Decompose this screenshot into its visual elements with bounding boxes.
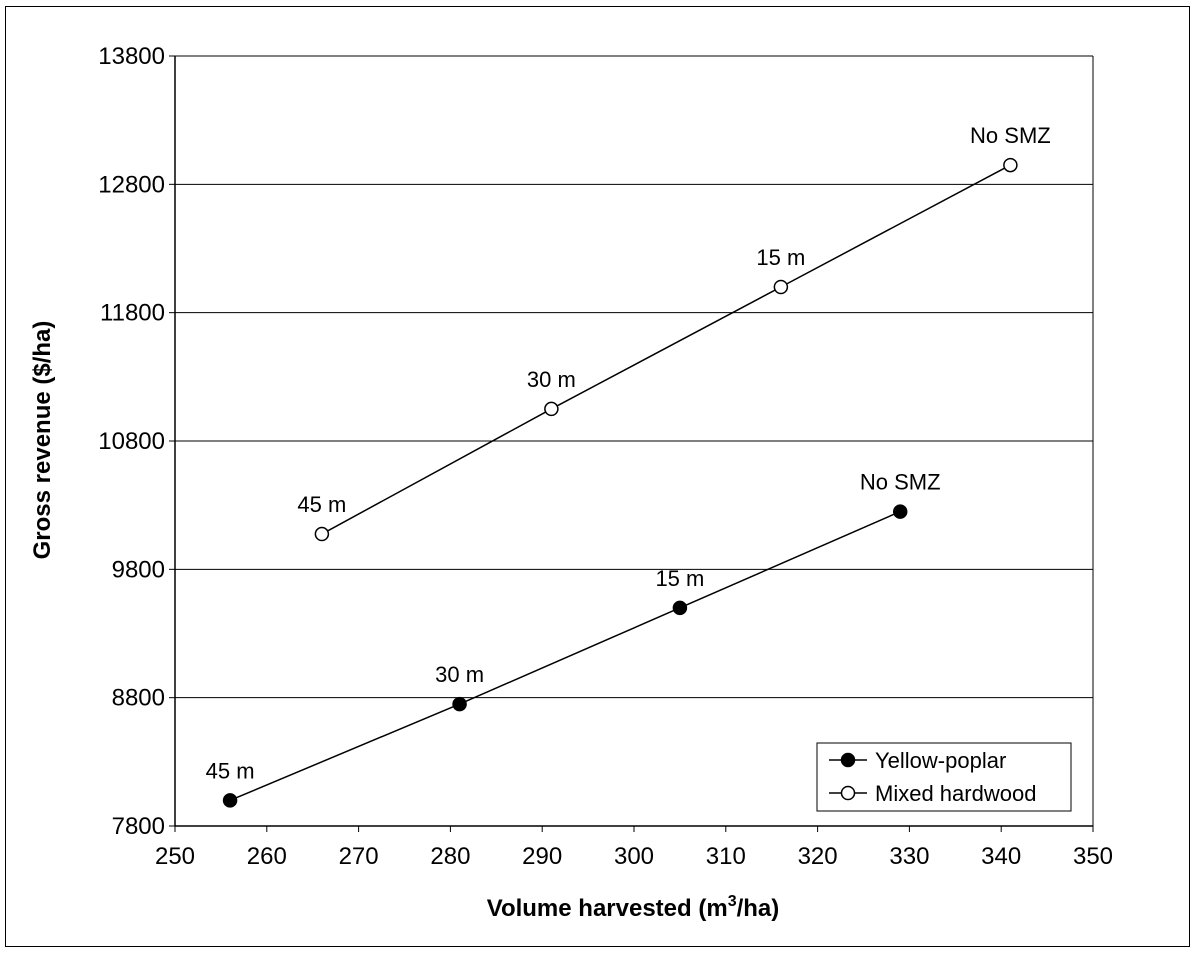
legend-marker [840, 785, 856, 801]
series-line [321, 164, 1011, 535]
data-point-open [773, 279, 789, 295]
data-label: 45 m [297, 492, 346, 517]
series-line [229, 510, 901, 802]
x-tick-label: 320 [798, 843, 838, 870]
y-tick-label: 13800 [98, 43, 165, 70]
x-tick-label: 280 [430, 843, 470, 870]
x-tick-label: 330 [889, 843, 929, 870]
y-axis-title: Gross revenue ($/ha) [29, 321, 56, 560]
legend-label: Yellow-poplar [875, 748, 1006, 773]
data-point-open [1003, 157, 1018, 173]
data-point-filled [222, 793, 238, 808]
x-tick-label: 260 [247, 843, 287, 870]
data-label: 30 m [435, 662, 484, 687]
data-label: 30 m [527, 367, 576, 392]
legend-marker [840, 752, 856, 768]
data-point-open [544, 401, 559, 417]
x-tick-label: 300 [614, 843, 654, 870]
legend-label: Mixed hardwood [875, 781, 1036, 806]
data-label: 45 m [206, 758, 255, 783]
y-tick-label: 8800 [112, 685, 165, 712]
x-axis-title: Volume harvested (m3/ha) [487, 893, 780, 922]
x-tick-label: 270 [339, 843, 379, 870]
y-tick-label: 12800 [98, 171, 165, 198]
data-label: No SMZ [970, 123, 1051, 148]
data-label: 15 m [756, 245, 805, 270]
data-label: 15 m [655, 566, 704, 591]
data-point-filled [672, 600, 688, 616]
x-tick-label: 310 [706, 843, 746, 870]
x-tick-label: 350 [1073, 843, 1113, 870]
y-tick-label: 9800 [112, 556, 165, 583]
y-tick-label: 10800 [98, 428, 165, 455]
series-layer [222, 157, 1018, 808]
data-label: No SMZ [860, 470, 941, 495]
y-tick-label: 7800 [112, 813, 165, 840]
x-tick-label: 290 [522, 843, 562, 870]
axes: 7800 8800 9800 10800 11800 12800 13800 250 260 27… [98, 43, 1113, 870]
legend: Yellow-poplar Mixed hardwood [816, 742, 1072, 812]
legend-box [816, 742, 1072, 812]
data-point-filled [892, 504, 908, 519]
data-point-open [314, 526, 330, 542]
y-tick-label: 11800 [100, 300, 165, 327]
gridlines [175, 55, 1093, 827]
data-point-filled [452, 696, 467, 712]
x-tick-label: 250 [155, 843, 195, 870]
point-labels: 45 m 30 m 15 m No SMZ 45 m 30 m 15 m No SMZ [206, 123, 1051, 783]
x-tick-label: 340 [981, 843, 1021, 870]
